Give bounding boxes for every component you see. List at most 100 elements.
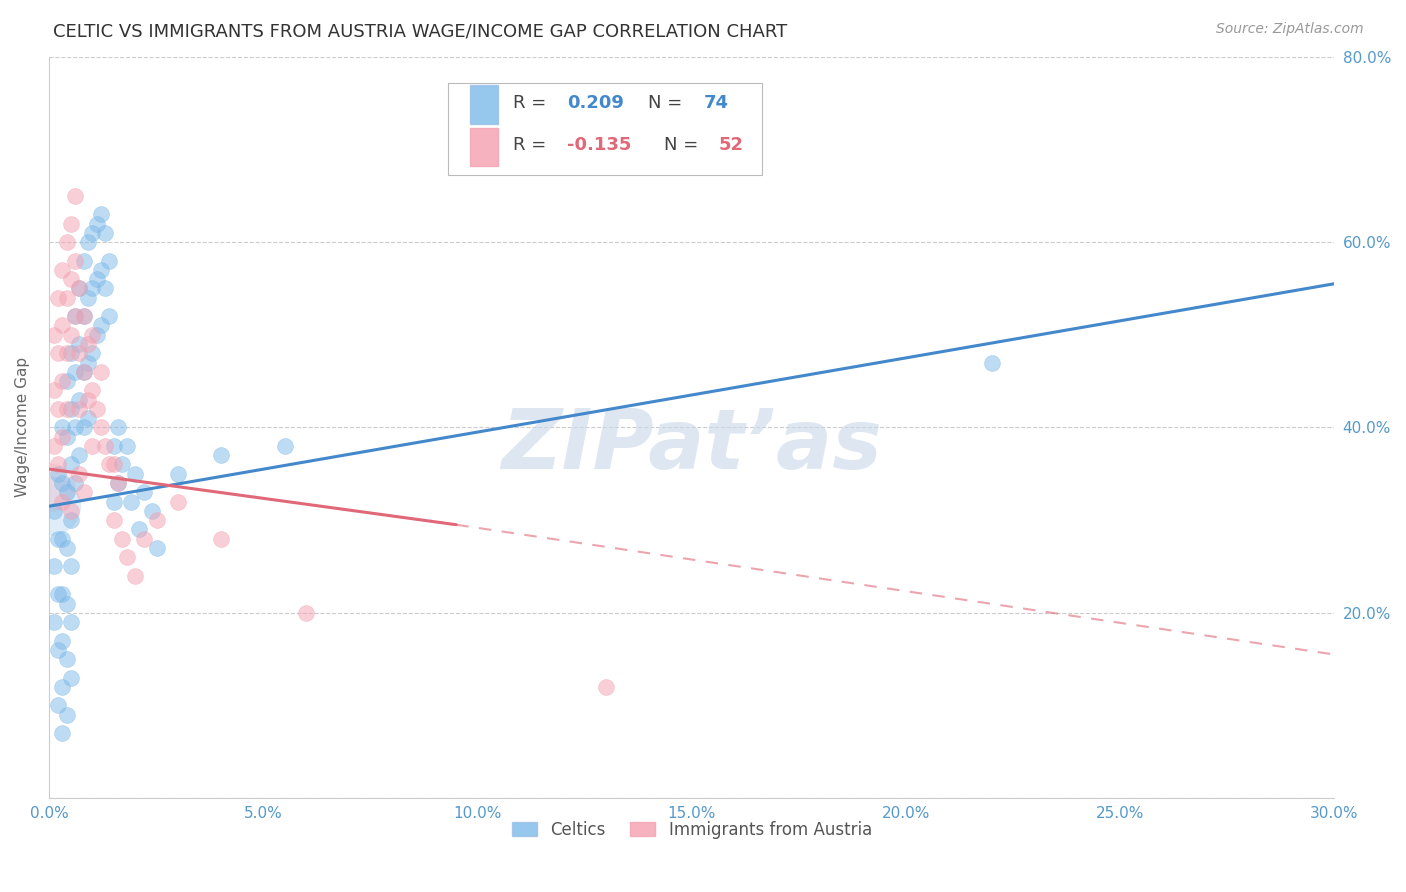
- Point: [42, 615, 65, 629]
- Point: [73, 365, 96, 379]
- Point: [73, 309, 96, 323]
- Point: [145, 513, 167, 527]
- Point: [63, 365, 86, 379]
- Point: [86, 272, 108, 286]
- Point: [98, 309, 121, 323]
- Point: [295, 606, 318, 620]
- Point: [55, 597, 77, 611]
- Point: [59, 559, 82, 574]
- Point: [46, 291, 69, 305]
- Point: [42, 559, 65, 574]
- Point: [94, 281, 117, 295]
- Point: [55, 401, 77, 416]
- Text: N =: N =: [648, 94, 688, 112]
- Point: [103, 439, 125, 453]
- Point: [51, 587, 73, 601]
- Point: [82, 226, 104, 240]
- Point: [59, 346, 82, 360]
- Point: [145, 541, 167, 555]
- Point: [82, 281, 104, 295]
- Point: [86, 327, 108, 342]
- Point: [90, 420, 112, 434]
- Point: [77, 411, 100, 425]
- Point: [59, 327, 82, 342]
- Bar: [470, 85, 498, 124]
- Point: [67, 281, 90, 295]
- Point: [59, 458, 82, 472]
- Point: [980, 355, 1002, 369]
- Point: [77, 235, 100, 249]
- Text: CELTIC VS IMMIGRANTS FROM AUSTRIA WAGE/INCOME GAP CORRELATION CHART: CELTIC VS IMMIGRANTS FROM AUSTRIA WAGE/I…: [53, 22, 787, 40]
- Point: [42, 504, 65, 518]
- Point: [46, 587, 69, 601]
- Point: [274, 439, 297, 453]
- Point: [55, 707, 77, 722]
- Point: [59, 615, 82, 629]
- Point: [51, 263, 73, 277]
- Point: [103, 458, 125, 472]
- Point: [41, 499, 63, 513]
- Point: [59, 217, 82, 231]
- Point: [55, 485, 77, 500]
- FancyBboxPatch shape: [447, 83, 762, 176]
- Text: -0.135: -0.135: [567, 136, 631, 154]
- Point: [46, 698, 69, 713]
- Point: [55, 652, 77, 666]
- Point: [86, 217, 108, 231]
- Point: [77, 355, 100, 369]
- Point: [77, 337, 100, 351]
- Text: R =: R =: [513, 94, 553, 112]
- Point: [111, 458, 134, 472]
- Point: [124, 568, 146, 582]
- Point: [51, 430, 73, 444]
- Point: [90, 318, 112, 333]
- Legend: Celtics, Immigrants from Austria: Celtics, Immigrants from Austria: [505, 814, 879, 846]
- Point: [82, 439, 104, 453]
- Point: [51, 633, 73, 648]
- Point: [63, 476, 86, 491]
- Bar: [470, 128, 498, 166]
- Point: [55, 541, 77, 555]
- Text: 52: 52: [718, 136, 744, 154]
- Point: [115, 439, 138, 453]
- Point: [107, 476, 129, 491]
- Point: [46, 467, 69, 481]
- Point: [103, 494, 125, 508]
- Point: [209, 448, 232, 462]
- Point: [51, 726, 73, 740]
- Point: [73, 253, 96, 268]
- Y-axis label: Wage/Income Gap: Wage/Income Gap: [15, 358, 30, 498]
- Point: [132, 532, 155, 546]
- Point: [51, 494, 73, 508]
- Point: [128, 522, 150, 536]
- Point: [67, 401, 90, 416]
- Point: [82, 384, 104, 398]
- Point: [63, 420, 86, 434]
- Text: 74: 74: [703, 94, 728, 112]
- Point: [51, 420, 73, 434]
- Point: [103, 513, 125, 527]
- Point: [46, 401, 69, 416]
- Point: [94, 226, 117, 240]
- Point: [55, 430, 77, 444]
- Point: [46, 346, 69, 360]
- Point: [120, 494, 142, 508]
- Point: [67, 337, 90, 351]
- Point: [86, 401, 108, 416]
- Point: [111, 532, 134, 546]
- Text: R =: R =: [513, 136, 553, 154]
- Point: [51, 318, 73, 333]
- Point: [42, 439, 65, 453]
- Point: [167, 494, 190, 508]
- Point: [51, 476, 73, 491]
- Point: [73, 309, 96, 323]
- Point: [595, 680, 617, 694]
- Point: [67, 346, 90, 360]
- Point: [73, 420, 96, 434]
- Point: [82, 327, 104, 342]
- Point: [124, 467, 146, 481]
- Text: Source: ZipAtlas.com: Source: ZipAtlas.com: [1216, 22, 1364, 37]
- Point: [67, 448, 90, 462]
- Point: [55, 235, 77, 249]
- Point: [63, 309, 86, 323]
